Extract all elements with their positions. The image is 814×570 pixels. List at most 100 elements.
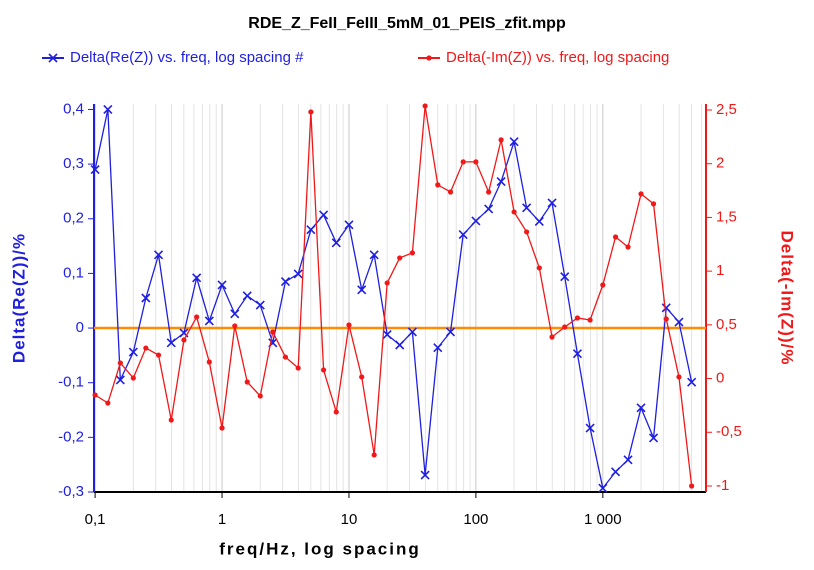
- marker: [295, 365, 301, 371]
- marker: [384, 280, 390, 286]
- marker: [346, 322, 352, 328]
- marker: [206, 359, 212, 365]
- marker: [687, 377, 697, 387]
- marker: [562, 324, 568, 330]
- marker: [460, 159, 466, 165]
- marker: [105, 400, 111, 406]
- marker: [369, 250, 379, 260]
- marker: [194, 314, 200, 320]
- marker: [219, 425, 225, 431]
- marker: [397, 255, 403, 261]
- marker: [166, 338, 176, 348]
- marker: [676, 374, 682, 380]
- marker: [598, 483, 608, 493]
- legend-marker: [426, 55, 432, 61]
- legend-label: Delta(-Im(Z)) vs. freq, log spacing: [446, 49, 669, 66]
- marker: [648, 433, 659, 443]
- marker: [650, 201, 657, 207]
- marker: [232, 323, 238, 329]
- y-tick-label: 0,4: [63, 100, 84, 117]
- marker: [331, 238, 341, 248]
- marker: [661, 303, 671, 313]
- marker: [623, 455, 633, 465]
- marker: [585, 423, 595, 433]
- marker: [293, 269, 303, 279]
- y-tick-label: -0,3: [58, 483, 84, 500]
- marker: [257, 393, 263, 399]
- y-tick-label: 0: [76, 319, 84, 336]
- x-tick-label: 1 000: [584, 511, 622, 528]
- marker: [636, 403, 646, 413]
- marker: [638, 191, 644, 197]
- marker: [473, 159, 479, 165]
- marker: [587, 317, 593, 323]
- y2-tick-label: 1: [716, 262, 724, 279]
- y-axis-label: Delta(Re(Z))/%: [9, 233, 28, 363]
- chart-title: RDE_Z_FeII_FeIII_5mM_01_PEIS_zfit.mpp: [248, 15, 566, 32]
- y2-tick-label: 0: [716, 370, 724, 387]
- marker: [498, 137, 504, 143]
- marker: [344, 220, 354, 230]
- marker: [496, 177, 506, 187]
- marker: [625, 244, 631, 250]
- marker: [610, 467, 621, 477]
- marker: [320, 367, 327, 373]
- marker: [663, 316, 669, 322]
- marker: [409, 250, 415, 256]
- series-line: [94, 105, 693, 487]
- marker: [168, 417, 174, 423]
- marker: [407, 327, 417, 337]
- x-tick-label: 1: [218, 511, 226, 528]
- marker: [572, 349, 583, 359]
- marker: [359, 374, 365, 380]
- marker: [90, 165, 100, 175]
- marker: [484, 204, 494, 214]
- marker: [674, 317, 684, 327]
- marker: [242, 291, 252, 301]
- y2-tick-label: -0,5: [716, 423, 742, 440]
- y2-axis-label: Delta(-Im(Z))/%: [778, 231, 797, 366]
- y2-tick-label: -1: [716, 477, 729, 494]
- marker: [141, 293, 151, 303]
- marker: [612, 234, 619, 240]
- marker: [128, 347, 138, 357]
- marker: [536, 265, 542, 271]
- marker: [244, 379, 250, 385]
- marker: [143, 345, 149, 351]
- marker: [217, 280, 227, 290]
- y-tick-label: 0,3: [63, 155, 84, 172]
- marker: [458, 230, 468, 240]
- y2-tick-label: 0,5: [716, 316, 737, 333]
- marker: [115, 375, 125, 385]
- marker: [204, 316, 214, 326]
- marker: [357, 285, 367, 295]
- marker: [155, 352, 162, 358]
- marker: [522, 203, 532, 213]
- marker: [471, 216, 481, 226]
- marker: [117, 360, 123, 366]
- marker: [333, 409, 339, 415]
- marker: [306, 225, 316, 235]
- marker: [181, 337, 187, 343]
- marker: [230, 309, 240, 319]
- marker: [92, 392, 98, 398]
- marker: [534, 216, 544, 227]
- marker: [433, 343, 443, 353]
- x-tick-label: 100: [463, 511, 488, 528]
- marker: [153, 250, 164, 260]
- marker: [382, 330, 392, 340]
- marker: [435, 182, 441, 188]
- marker: [192, 273, 202, 283]
- marker: [600, 282, 606, 288]
- marker: [255, 300, 265, 310]
- y-tick-label: 0,2: [63, 210, 84, 227]
- marker: [511, 209, 517, 215]
- y2-tick-label: 2,5: [716, 101, 737, 118]
- marker: [547, 198, 557, 208]
- marker: [270, 329, 276, 335]
- marker: [560, 272, 570, 282]
- marker: [420, 470, 430, 480]
- marker: [549, 334, 555, 340]
- marker: [130, 375, 136, 381]
